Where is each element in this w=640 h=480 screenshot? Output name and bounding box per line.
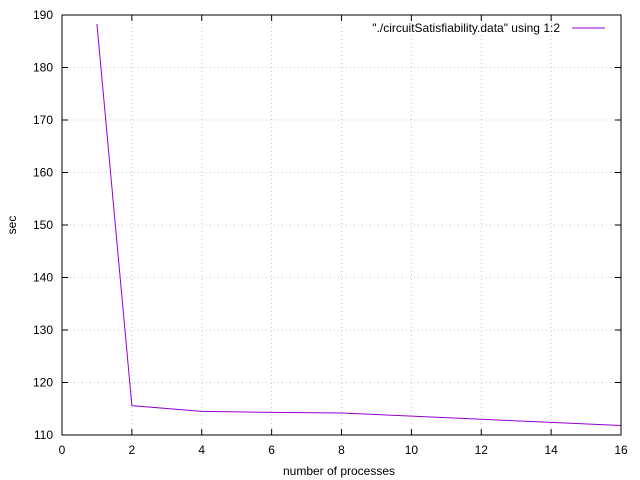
- y-axis-label: sec: [5, 216, 19, 235]
- y-tick-labels: 110 120 130 140 150 160 170 180 190: [33, 8, 53, 442]
- y-tick-label: 120: [33, 376, 53, 390]
- series-layer: [96, 23, 622, 427]
- series-line: [96, 23, 622, 427]
- x-tick-label: 6: [268, 443, 275, 457]
- y-tick-label: 160: [33, 166, 53, 180]
- x-tick-label: 2: [129, 443, 136, 457]
- x-tick-labels: 0 2 4 6 8 10 12 14 16: [59, 443, 628, 457]
- legend: "./circuitSatisfiability.data" using 1:2: [372, 21, 605, 35]
- y-tick-label: 110: [34, 428, 53, 442]
- y-tick-label: 190: [33, 8, 53, 22]
- x-tick-label: 8: [338, 443, 345, 457]
- y-tick-label: 180: [33, 61, 53, 75]
- x-tick-label: 14: [544, 443, 558, 457]
- x-tick-label: 12: [475, 443, 489, 457]
- axis-ticks: [61, 14, 622, 436]
- y-tick-label: 140: [33, 271, 53, 285]
- legend-label: "./circuitSatisfiability.data" using 1:2: [372, 21, 560, 35]
- y-tick-label: 170: [33, 113, 53, 127]
- x-tick-label: 0: [59, 443, 66, 457]
- x-axis-label: number of processes: [283, 464, 395, 478]
- y-tick-label: 150: [33, 218, 53, 232]
- x-tick-label: 16: [614, 443, 628, 457]
- x-tick-label: 10: [405, 443, 419, 457]
- grid-lines: [62, 15, 621, 435]
- x-tick-label: 4: [198, 443, 205, 457]
- y-tick-label: 130: [33, 323, 53, 337]
